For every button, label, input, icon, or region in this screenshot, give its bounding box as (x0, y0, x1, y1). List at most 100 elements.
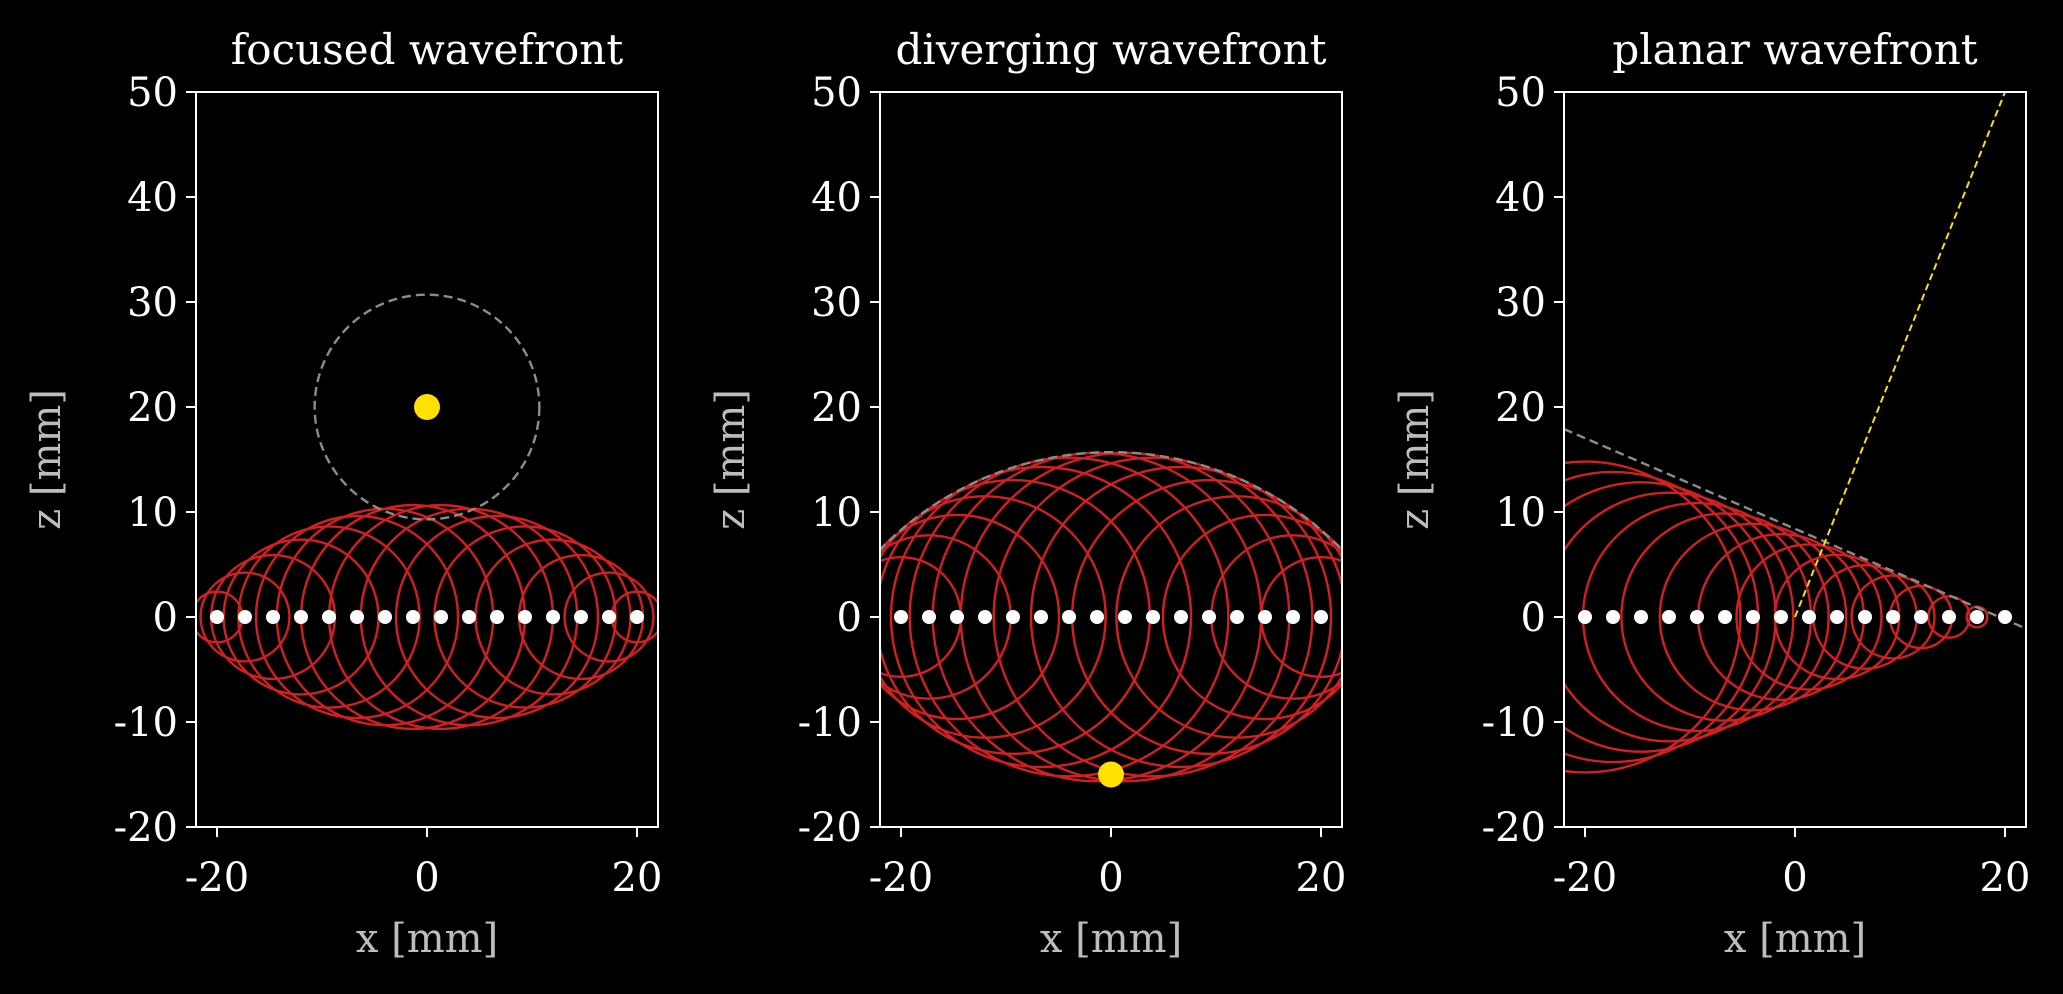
y-tick-label: 30 (1495, 280, 1546, 326)
y-ticks: 50 40 30 20 10 0 -10 -20 (798, 70, 880, 851)
x-ticks: -20 0 20 (185, 827, 662, 901)
wavelet-circle (199, 571, 291, 663)
array-element-dot (1942, 610, 1956, 624)
array-element-dot (602, 610, 616, 624)
array-element-dot (894, 610, 908, 624)
virtual-source-dot (414, 394, 440, 420)
x-axis-label: x [mm] (1040, 916, 1182, 962)
x-tick-label: 0 (1098, 855, 1123, 901)
wavelet-circle (1927, 595, 1971, 639)
array-element-dot (1774, 610, 1788, 624)
virtual-source-dot (1098, 761, 1124, 788)
array-element-dot (1970, 610, 1984, 624)
array-element-dot (574, 610, 588, 624)
array-element-dot (1690, 610, 1704, 624)
wavelet-circle (908, 456, 1230, 778)
wavelet-circle (254, 514, 460, 720)
array-element-dot (1006, 610, 1020, 624)
array-element-dot (1230, 610, 1244, 624)
array-element-dot (294, 610, 308, 624)
y-tick-label: -20 (114, 805, 178, 851)
y-axis-label: z [mm] (708, 389, 754, 530)
array-element-dot (1062, 610, 1076, 624)
y-tick-label: 40 (1495, 175, 1546, 221)
array-element-dot (210, 610, 224, 624)
array-element-dot (922, 610, 936, 624)
array-element-dot (1146, 610, 1160, 624)
array-element-dot (1858, 610, 1872, 624)
x-axis-label: x [mm] (356, 916, 498, 962)
array-element-dot (1662, 610, 1676, 624)
wavelet-circle (889, 465, 1193, 769)
array-element-dot (546, 610, 560, 624)
wavelet-circle (992, 456, 1314, 778)
y-tick-label: 40 (811, 175, 862, 221)
array-element-dot (1802, 610, 1816, 624)
array-element-dot (630, 610, 644, 624)
wavelet-circle (1115, 495, 1342, 739)
x-tick-label: -20 (1553, 855, 1617, 901)
wavelet-circle (1564, 491, 1795, 743)
y-ticks: 50 40 30 20 10 0 -10 -20 (1482, 70, 1564, 851)
y-tick-label: 0 (837, 595, 862, 641)
y-tick-label: 0 (153, 595, 178, 641)
array-element-dot (350, 610, 364, 624)
y-tick-label: 10 (1495, 490, 1546, 536)
panel-focused: focused wavefront 50 40 30 20 10 0 -10 -… (24, 25, 662, 962)
y-axis-label: z [mm] (1392, 389, 1438, 530)
x-ticks: -20 0 20 (1553, 827, 2030, 901)
array-element-dot (950, 610, 964, 624)
y-tick-label: -20 (798, 805, 862, 851)
array-element-dot (490, 610, 504, 624)
plot-area (196, 293, 658, 731)
y-tick-label: 10 (127, 490, 178, 536)
y-tick-label: -20 (1482, 805, 1546, 851)
wavelet-circle (1161, 513, 1342, 721)
array-element-dot (1606, 610, 1620, 624)
panel-title: planar wavefront (1612, 25, 1977, 74)
wavelet-circle (880, 513, 1061, 721)
array-element-dot (1034, 610, 1048, 624)
x-ticks: -20 0 20 (869, 827, 1347, 901)
array-element-dot (518, 610, 532, 624)
y-tick-label: 20 (811, 385, 862, 431)
wavelet-circle (1735, 543, 1883, 691)
wavelet-circle (1658, 522, 1848, 712)
y-tick-label: 30 (127, 280, 178, 326)
array-element-dot (322, 610, 336, 624)
array-element-dot (1258, 610, 1272, 624)
array-element-dot (1286, 610, 1300, 624)
y-tick-label: -10 (1482, 700, 1546, 746)
x-tick-label: 0 (414, 855, 439, 901)
array-element-dot (1174, 610, 1188, 624)
wavelet-circle (563, 571, 655, 663)
array-element-dot (1718, 610, 1732, 624)
array-element-dot (434, 610, 448, 624)
x-tick-label: 0 (1782, 855, 1807, 901)
y-tick-label: 50 (1495, 70, 1546, 116)
array-element-dot (1998, 610, 2012, 624)
array-element-dot (1118, 610, 1132, 624)
y-tick-label: 50 (127, 70, 178, 116)
y-ticks: 50 40 30 20 10 0 -10 -20 (114, 70, 196, 851)
array-element-dot (1886, 610, 1900, 624)
array-element-dot (406, 610, 420, 624)
plot-area (1564, 92, 2026, 774)
panel-planar: planar wavefront 50 40 30 20 10 0 -10 -2… (1392, 25, 2030, 962)
y-tick-label: 40 (127, 175, 178, 221)
envelope-circle (880, 451, 1342, 552)
y-tick-label: 20 (127, 385, 178, 431)
array-element-dot (1090, 610, 1104, 624)
panel-diverging: diverging wavefront 50 40 30 20 10 0 -10… (708, 25, 1347, 962)
wavelet-circle (1564, 460, 1742, 774)
array-element-dot (1202, 610, 1216, 624)
x-tick-label: -20 (185, 855, 249, 901)
y-tick-label: -10 (114, 700, 178, 746)
y-tick-label: 0 (1521, 595, 1546, 641)
panel-title: focused wavefront (231, 25, 624, 74)
wavelet-circle (1620, 512, 1830, 722)
propagation-direction-line (1794, 92, 2006, 618)
x-tick-label: 20 (1296, 855, 1347, 901)
x-axis-label: x [mm] (1724, 916, 1866, 962)
